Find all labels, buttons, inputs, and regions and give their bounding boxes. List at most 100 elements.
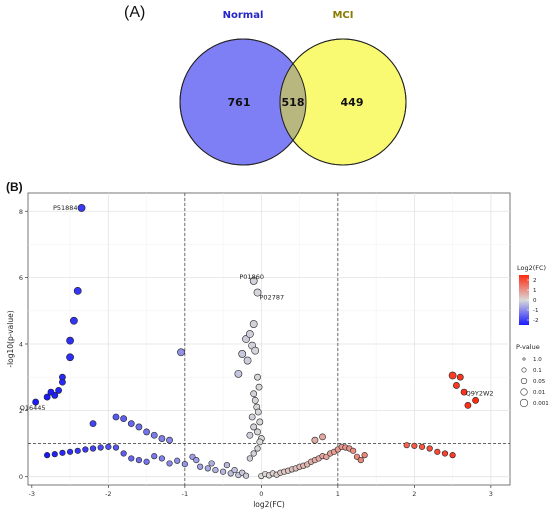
data-point bbox=[246, 455, 253, 462]
data-point bbox=[32, 398, 40, 406]
size-legend-label: 0.1 bbox=[533, 368, 542, 374]
x-tick-label: 3 bbox=[489, 490, 493, 498]
data-point bbox=[234, 369, 243, 378]
data-point bbox=[460, 388, 468, 396]
data-point bbox=[251, 396, 259, 404]
data-point bbox=[66, 336, 74, 345]
data-point bbox=[143, 458, 150, 465]
data-point bbox=[112, 444, 120, 451]
size-legend-label: 0.001 bbox=[533, 401, 549, 407]
data-point bbox=[120, 450, 127, 457]
size-legend-symbol bbox=[521, 367, 527, 373]
data-point bbox=[59, 449, 66, 456]
data-point bbox=[208, 460, 215, 467]
data-point bbox=[464, 401, 472, 409]
size-legend-symbol bbox=[520, 388, 528, 396]
data-point bbox=[238, 350, 247, 358]
data-point bbox=[82, 446, 89, 453]
data-point bbox=[212, 466, 219, 474]
x-tick-label: -2 bbox=[105, 490, 111, 498]
data-point bbox=[135, 457, 143, 464]
data-point bbox=[66, 448, 74, 455]
color-legend-tick-label: 0 bbox=[533, 298, 537, 304]
color-legend-tick-label: -1 bbox=[533, 308, 538, 314]
data-point bbox=[242, 472, 250, 479]
color-legend-tick-label: 2 bbox=[533, 278, 537, 284]
data-point bbox=[254, 408, 262, 416]
venn-diagram: Normal MCI 761 518 449 bbox=[179, 10, 407, 166]
venn-title-mci: MCI bbox=[332, 10, 353, 21]
data-point bbox=[250, 390, 258, 398]
y-axis-label: -log10(p-value) bbox=[6, 310, 15, 367]
data-point bbox=[411, 442, 418, 449]
data-point bbox=[357, 457, 364, 464]
data-point bbox=[158, 435, 166, 442]
data-point bbox=[197, 463, 204, 470]
panel-b-label: (B) bbox=[6, 180, 23, 194]
data-point bbox=[47, 388, 55, 396]
x-tick-label: 2 bbox=[412, 490, 416, 498]
data-point bbox=[43, 393, 51, 401]
data-point bbox=[89, 420, 97, 428]
data-point bbox=[166, 460, 173, 467]
y-tick-label: 6 bbox=[19, 274, 23, 282]
data-point bbox=[418, 443, 426, 450]
color-legend-tick-label: -2 bbox=[533, 318, 538, 324]
y-tick-label: 0 bbox=[19, 473, 23, 481]
data-point bbox=[73, 286, 82, 295]
venn-title-normal: Normal bbox=[223, 10, 264, 21]
x-tick-label: -3 bbox=[29, 490, 35, 498]
data-point bbox=[66, 353, 74, 362]
data-point bbox=[231, 466, 238, 474]
data-point bbox=[254, 428, 261, 436]
point-label: P51884 bbox=[53, 204, 78, 212]
x-tick-label: -1 bbox=[182, 490, 188, 498]
data-point bbox=[254, 445, 261, 452]
data-point bbox=[55, 387, 63, 394]
data-point bbox=[74, 447, 81, 454]
x-tick-label: 0 bbox=[259, 490, 263, 498]
data-point bbox=[255, 383, 263, 391]
size-legend-label: 1.0 bbox=[533, 357, 542, 363]
data-point bbox=[105, 443, 112, 450]
data-point bbox=[97, 444, 104, 451]
data-point bbox=[453, 382, 460, 389]
data-point bbox=[248, 413, 256, 421]
data-point bbox=[472, 396, 479, 404]
data-point bbox=[219, 468, 227, 475]
data-point bbox=[243, 356, 252, 365]
size-legend-symbol bbox=[522, 357, 526, 361]
size-legend-symbol bbox=[520, 377, 528, 385]
y-tick-label: 8 bbox=[19, 208, 23, 216]
data-point bbox=[89, 445, 97, 452]
size-legend-title: P-value bbox=[516, 343, 540, 351]
data-point bbox=[434, 448, 441, 455]
venn-count-both: 518 bbox=[282, 96, 305, 109]
data-point bbox=[250, 450, 257, 457]
size-legend-symbol bbox=[519, 398, 529, 408]
data-point bbox=[448, 371, 457, 380]
data-point bbox=[319, 433, 326, 441]
data-point bbox=[251, 346, 260, 355]
data-point bbox=[253, 288, 262, 297]
data-point bbox=[77, 204, 86, 212]
data-point bbox=[246, 431, 254, 439]
data-point bbox=[174, 457, 181, 464]
data-point bbox=[150, 431, 158, 439]
data-point bbox=[449, 452, 456, 459]
data-point bbox=[127, 420, 135, 428]
data-point bbox=[59, 378, 66, 386]
data-point bbox=[426, 445, 433, 452]
venn-count-mci-only: 449 bbox=[341, 96, 364, 109]
color-legend-bar bbox=[519, 275, 529, 325]
data-point bbox=[181, 460, 188, 468]
data-point bbox=[120, 415, 128, 423]
point-label: P02787 bbox=[260, 294, 285, 302]
point-label: Q16445 bbox=[20, 404, 46, 412]
panel-a-label: (A) bbox=[124, 4, 146, 21]
size-legend-label: 0.05 bbox=[533, 379, 546, 385]
data-point bbox=[158, 455, 165, 462]
data-point bbox=[311, 436, 319, 444]
y-tick-label: 2 bbox=[19, 407, 23, 415]
